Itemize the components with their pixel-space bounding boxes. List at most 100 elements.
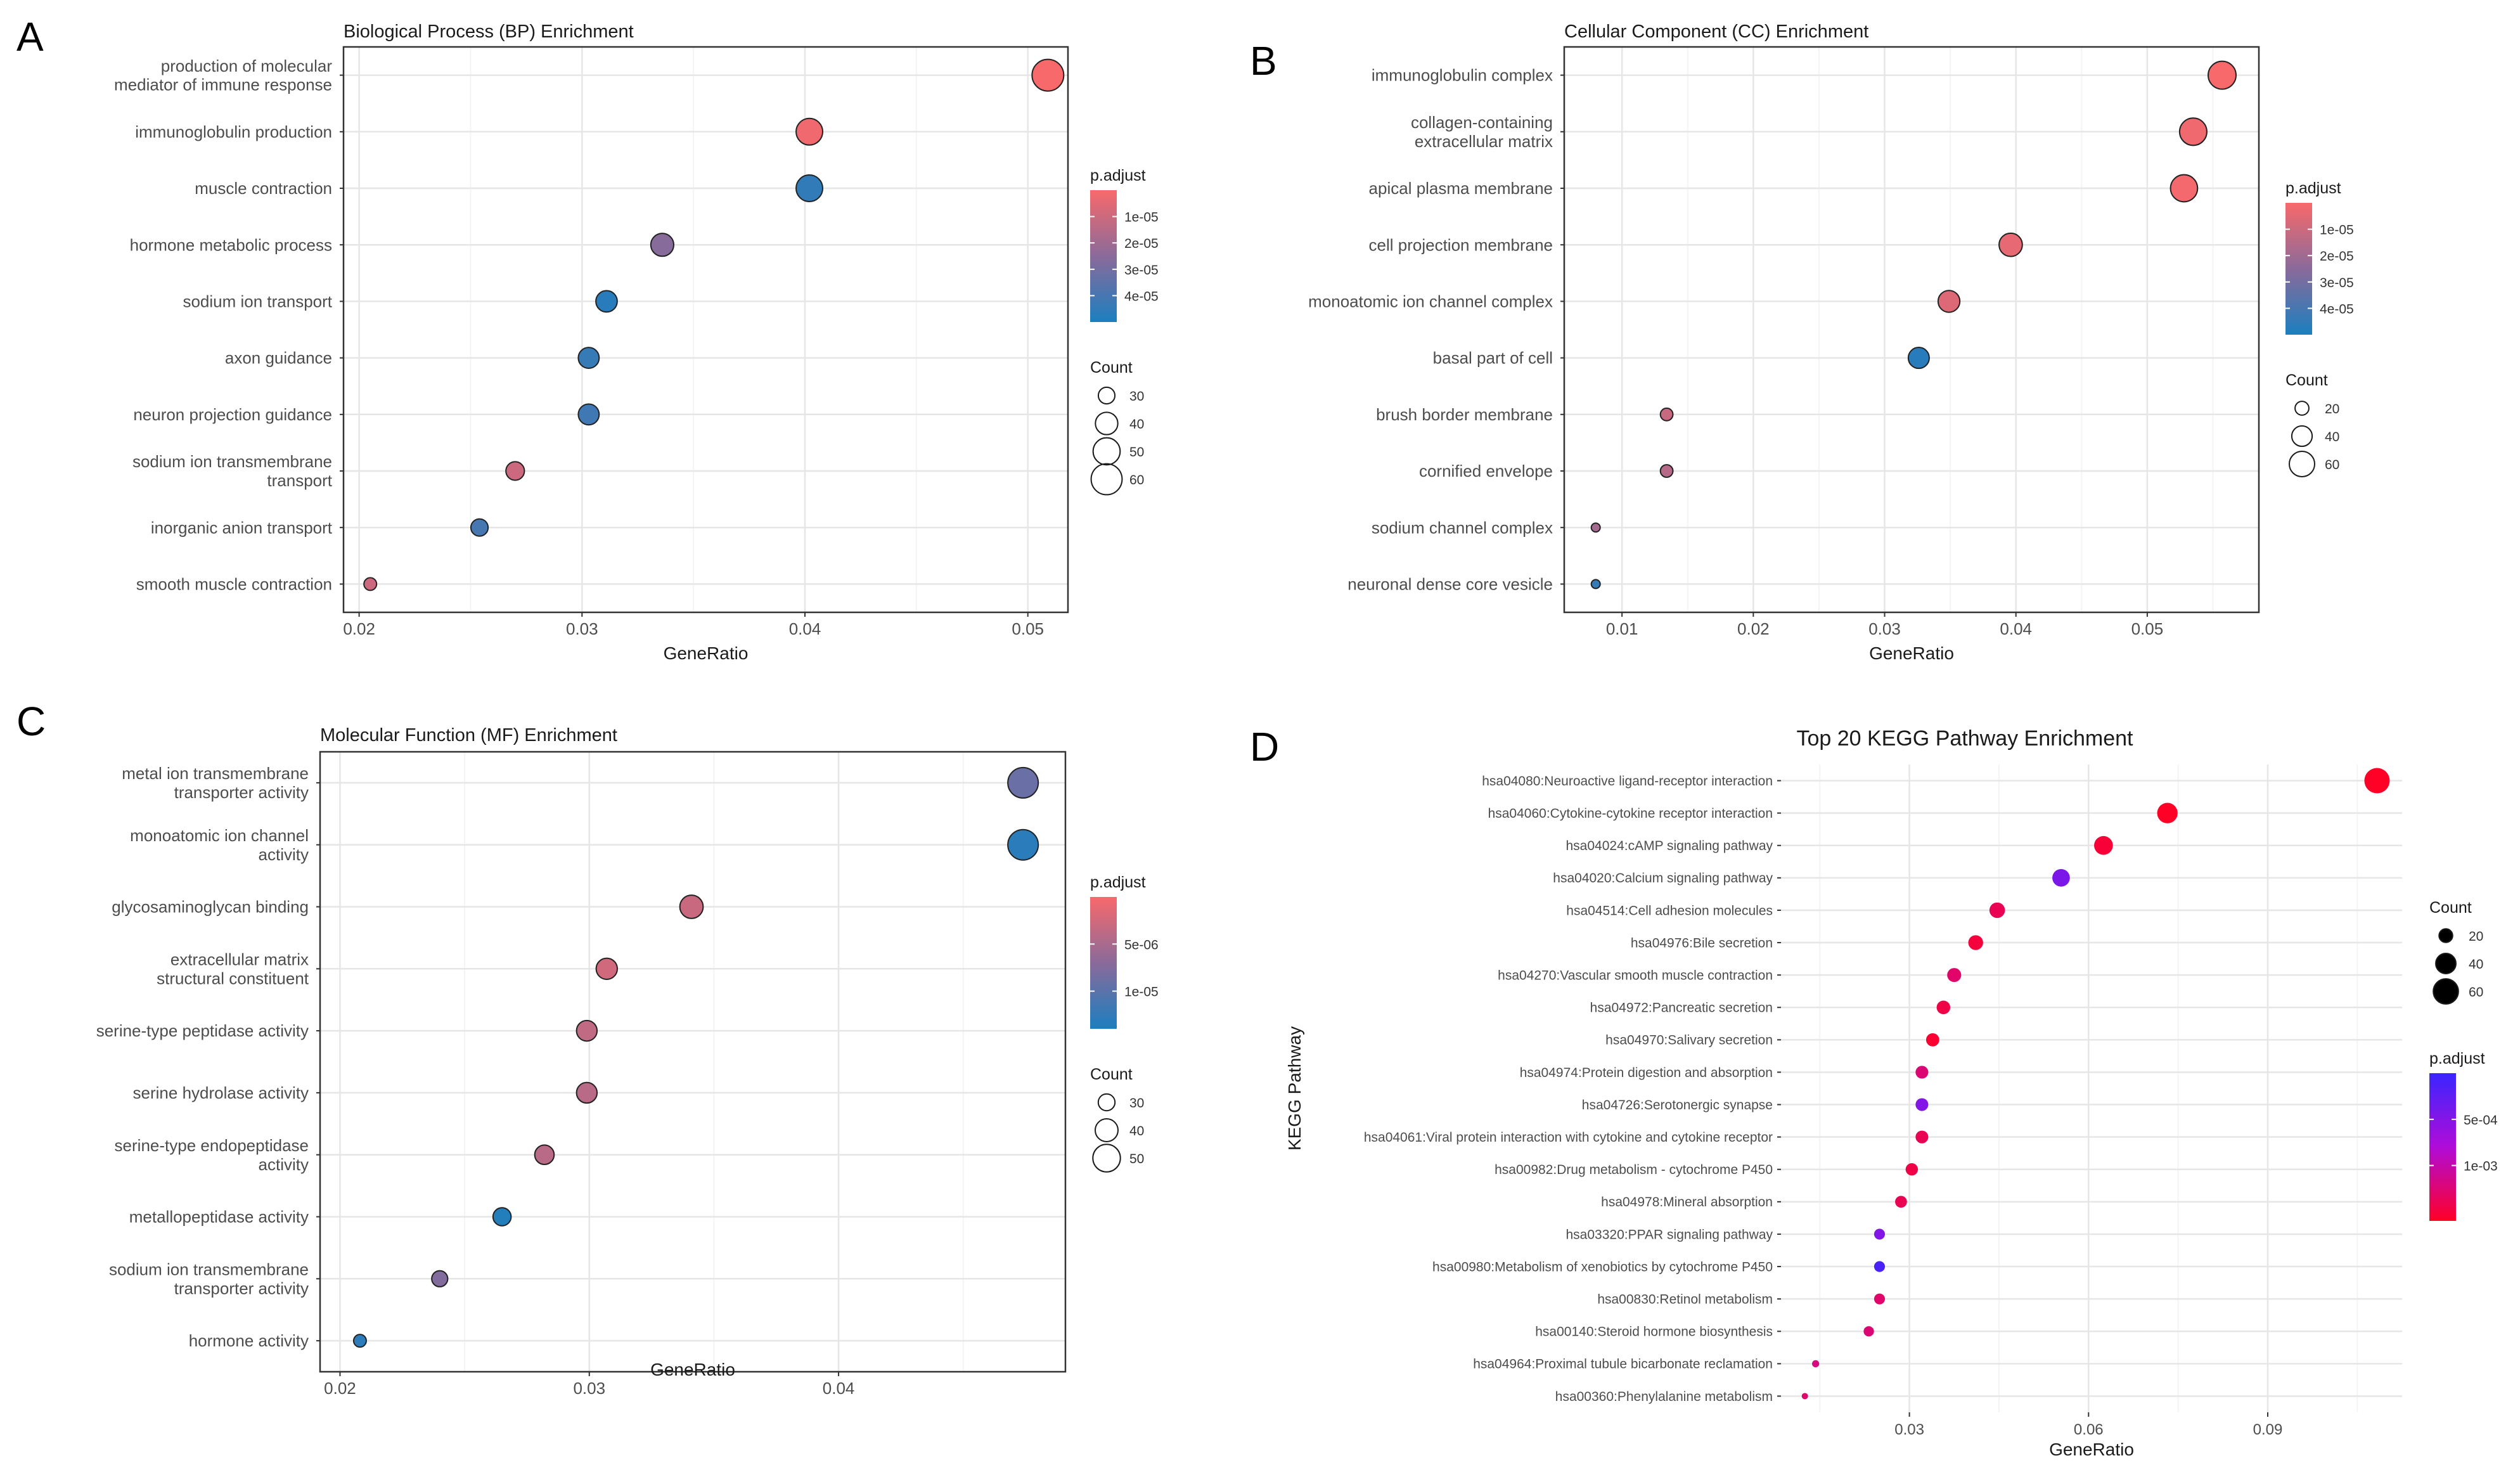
size-legend-label: 20 — [2469, 929, 2483, 944]
y-tick-label-line: serine-type peptidase activity — [96, 1021, 309, 1040]
data-point — [595, 290, 618, 313]
y-tick-label: brush border membrane — [1376, 405, 1553, 424]
size-legend-label: 40 — [1129, 1124, 1144, 1138]
y-tick-label: muscle contraction — [195, 179, 332, 198]
y-tick-label-line: hsa00830:Retinol metabolism — [1597, 1293, 1773, 1307]
size-legend-label: 20 — [2325, 402, 2339, 416]
y-tick-label: hsa04976:Bile secretion — [1631, 936, 1773, 950]
size-legend-circle — [1097, 1093, 1116, 1112]
data-point — [470, 518, 489, 537]
y-tick-label: production of molecular mediator of immun… — [114, 56, 332, 94]
color-legend-label: 2e-05 — [1124, 236, 1159, 251]
data-point — [577, 347, 600, 370]
y-tick-label: cell projection membrane — [1369, 235, 1553, 254]
color-legend-bar — [2429, 1073, 2456, 1221]
size-legend-circle — [1095, 411, 1119, 435]
y-tick-label: metal ion transmembrane transporter activ… — [122, 764, 309, 802]
panel-label-b: B — [1250, 38, 1277, 84]
color-legend-label: 1e-05 — [1124, 210, 1159, 225]
y-tick-label-line: neuronal dense core vesicle — [1347, 575, 1553, 594]
data-point — [1895, 1196, 1907, 1208]
size-legend-label: 40 — [2469, 957, 2483, 972]
data-point — [1812, 1360, 1820, 1368]
y-tick-label: monoatomic ion channel activity — [130, 826, 309, 864]
x-tick-label: 0.06 — [2074, 1421, 2104, 1438]
y-tick-label-line: apical plasma membrane — [1369, 179, 1553, 198]
data-point — [1863, 1326, 1874, 1337]
size-legend-label: 30 — [1129, 389, 1144, 404]
y-tick-label: serine-type peptidase activity — [96, 1021, 309, 1040]
y-tick-label-line: metallopeptidase activity — [129, 1208, 309, 1227]
data-point — [505, 461, 525, 481]
color-legend-title: p.adjust — [2285, 179, 2341, 197]
size-legend-circle — [2294, 401, 2310, 416]
y-tick-label-line: extracellular matrix — [1415, 132, 1553, 151]
plot-border — [342, 46, 1069, 614]
y-tick-label-line: monoatomic ion channel — [130, 826, 309, 845]
y-tick-label: collagen-containing extracellular matrix — [1411, 113, 1553, 151]
data-point — [795, 117, 824, 146]
x-tick-label: 0.05 — [1012, 619, 1044, 638]
y-tick-label-line: hsa04972:Pancreatic secretion — [1590, 1001, 1773, 1015]
y-tick-label: hsa04964:Proximal tubule bicarbonate rec… — [1473, 1357, 1773, 1372]
data-point — [1915, 1130, 1929, 1144]
size-legend-label: 60 — [2469, 985, 2483, 1000]
x-tick-label: 0.02 — [324, 1379, 356, 1398]
size-legend-circle — [2433, 978, 2459, 1005]
y-tick-label-line: transporter activity — [174, 783, 309, 802]
color-legend-label: 1e-03 — [2464, 1159, 2498, 1174]
y-tick-label-line: hsa04514:Cell adhesion molecules — [1566, 903, 1773, 918]
y-tick-label: hsa04080:Neuroactive ligand-receptor int… — [1482, 774, 1773, 789]
x-tick-label: 0.02 — [1737, 619, 1770, 638]
color-legend-bar — [1090, 190, 1117, 322]
data-point — [1590, 522, 1601, 533]
data-point — [534, 1144, 555, 1165]
y-tick-label-line: sodium ion transmembrane — [109, 1260, 309, 1279]
y-tick-label-line: muscle contraction — [195, 179, 332, 198]
color-legend-label: 3e-05 — [2320, 276, 2354, 290]
y-tick-label: serine-type endopeptidase activity — [115, 1136, 309, 1174]
plot-background — [1781, 764, 2402, 1412]
y-tick-label: sodium channel complex — [1372, 518, 1553, 537]
data-point — [650, 233, 675, 257]
y-tick-label: sodium ion transmembrane transporter acti… — [109, 1260, 309, 1298]
data-point — [1874, 1261, 1886, 1272]
chart-title: Cellular Component (CC) Enrichment — [1564, 22, 1868, 42]
x-axis-label: GeneRatio — [664, 643, 749, 663]
x-tick-label: 0.03 — [566, 619, 598, 638]
y-tick-label: monoatomic ion channel complex — [1308, 292, 1553, 311]
x-tick-label: 0.03 — [1894, 1421, 1924, 1438]
y-tick-label-line: basal part of cell — [1433, 349, 1553, 368]
plot-background — [1564, 47, 2259, 612]
y-tick-label-line: hsa00360:Phenylalanine metabolism — [1555, 1389, 1773, 1404]
y-axis-label: KEGG Pathway — [1285, 1026, 1304, 1151]
y-tick-label: apical plasma membrane — [1369, 179, 1553, 198]
y-tick-label-line: hormone activity — [189, 1331, 309, 1350]
y-tick-label-line: hsa04061:Viral protein interaction with … — [1364, 1130, 1773, 1145]
y-tick-label-line: glycosaminoglycan binding — [112, 898, 309, 917]
data-point — [2157, 803, 2178, 823]
y-tick-label: hsa04270:Vascular smooth muscle contract… — [1498, 969, 1773, 983]
data-point — [2178, 117, 2208, 146]
y-tick-label: hsa04061:Viral protein interaction with … — [1364, 1130, 1773, 1145]
size-legend-label: 50 — [1129, 1152, 1144, 1166]
color-legend-label: 2e-05 — [2320, 249, 2354, 264]
y-tick-label-line: mediator of immune response — [114, 75, 332, 94]
y-tick-label: smooth muscle contraction — [136, 575, 332, 594]
size-legend-label: 40 — [2325, 430, 2339, 444]
y-tick-label: hsa04020:Calcium signaling pathway — [1553, 871, 1773, 886]
y-tick-label-line: hsa04976:Bile secretion — [1631, 936, 1773, 950]
y-tick-label: sodium ion transmembrane transport — [132, 452, 333, 490]
color-legend-title: p.adjust — [2429, 1050, 2485, 1067]
data-point — [363, 577, 378, 591]
size-legend-title: Count — [1090, 1066, 1133, 1083]
y-tick-label: hormone activity — [189, 1331, 309, 1350]
size-legend-title: Count — [2285, 371, 2328, 389]
size-legend-circle — [2291, 425, 2313, 448]
y-tick-label: metallopeptidase activity — [129, 1208, 309, 1227]
y-tick-label-line: neuron projection guidance — [133, 405, 332, 424]
y-tick-label: glycosaminoglycan binding — [112, 898, 309, 917]
color-legend-bar — [1090, 897, 1117, 1029]
y-tick-label: extracellular matrix structural constitue… — [157, 950, 309, 988]
y-tick-label-line: transporter activity — [174, 1279, 309, 1298]
